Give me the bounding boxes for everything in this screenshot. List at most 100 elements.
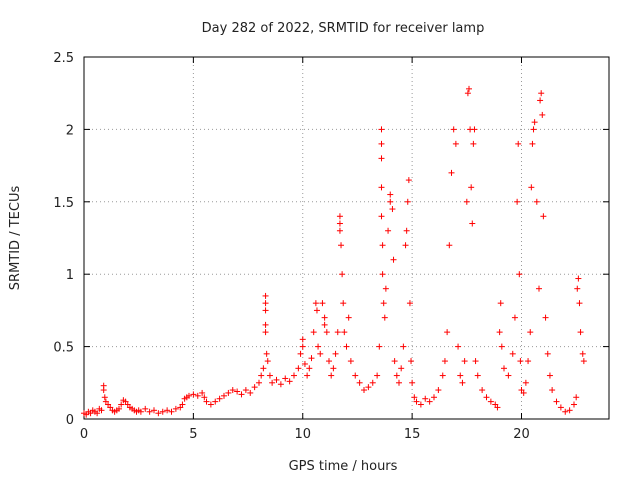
data-point <box>522 379 529 386</box>
data-point <box>369 379 376 386</box>
data-point <box>390 256 397 263</box>
data-point <box>221 392 227 399</box>
data-point <box>464 90 471 97</box>
data-point <box>474 372 481 379</box>
data-point <box>340 300 347 307</box>
data-point <box>457 372 464 379</box>
data-point <box>238 391 245 398</box>
data-point <box>408 358 415 365</box>
data-point <box>338 242 345 249</box>
data-point <box>266 372 273 379</box>
axis-ticks: 0 5 10 15 20 0 0.5 1 1.5 2 2.5 <box>53 51 609 442</box>
data-point <box>497 300 504 307</box>
data-point <box>379 271 386 278</box>
data-point <box>557 404 564 411</box>
data-point <box>396 379 402 386</box>
data-point <box>262 321 269 328</box>
data-point <box>179 401 186 408</box>
data-point <box>159 408 166 415</box>
data-point <box>277 381 284 388</box>
data-point <box>378 213 385 220</box>
data-point <box>576 300 583 307</box>
data-point <box>260 365 267 372</box>
data-point <box>242 387 249 394</box>
data-point <box>530 126 537 133</box>
data-point <box>336 227 343 234</box>
data-point <box>448 169 455 176</box>
data-point <box>431 394 437 401</box>
data-point <box>509 350 516 357</box>
data-point <box>264 358 271 365</box>
data-point <box>234 388 241 395</box>
data-point <box>387 198 394 205</box>
data-point <box>151 407 157 414</box>
data-point <box>326 358 332 365</box>
data-point <box>315 343 322 350</box>
data-point <box>511 314 518 321</box>
y-tick-label: 0.5 <box>53 341 74 356</box>
data-point <box>334 329 341 336</box>
data-point <box>562 408 569 415</box>
data-point <box>207 401 214 408</box>
y-axis-label: SRMTID / TECUs <box>8 186 23 291</box>
data-point <box>571 401 577 408</box>
data-point <box>273 376 280 383</box>
data-point <box>403 227 410 234</box>
x-tick-label: 10 <box>294 427 311 442</box>
data-point <box>422 395 429 402</box>
data-point <box>137 408 144 415</box>
x-axis-label: GPS time / hours <box>289 459 398 474</box>
data-point <box>379 242 386 249</box>
data-point <box>263 350 270 357</box>
data-point <box>494 404 501 411</box>
data-point <box>452 140 459 147</box>
data-point <box>514 198 521 205</box>
data-point <box>378 184 385 191</box>
data-point <box>262 329 269 336</box>
data-point <box>549 387 556 394</box>
data-point <box>323 329 330 336</box>
data-point <box>301 360 308 367</box>
data-point <box>516 271 523 278</box>
data-point <box>194 392 201 399</box>
data-point <box>533 198 540 205</box>
y-tick-label: 0 <box>66 413 74 428</box>
data-point <box>471 126 478 133</box>
data-point <box>525 358 532 365</box>
x-tick-label: 15 <box>404 427 421 442</box>
data-point <box>444 329 451 336</box>
data-point <box>387 191 394 198</box>
data-point <box>517 358 524 365</box>
data-point <box>381 314 388 321</box>
data-point <box>553 398 560 405</box>
data-point <box>98 407 105 414</box>
data-point <box>544 350 551 357</box>
data-point <box>308 355 315 362</box>
data-point <box>190 391 197 398</box>
data-point <box>376 343 383 350</box>
data-point <box>515 140 522 147</box>
data-point <box>483 394 490 401</box>
data-point <box>411 394 418 401</box>
data-point <box>146 408 153 415</box>
y-tick-label: 2 <box>66 123 74 138</box>
data-point <box>310 329 317 336</box>
data-point <box>225 389 232 396</box>
data-point <box>472 358 479 365</box>
data-point <box>527 329 534 336</box>
data-point <box>282 375 289 382</box>
x-tick-label: 20 <box>513 427 530 442</box>
data-point <box>345 314 352 321</box>
data-point <box>566 407 573 414</box>
data-point <box>400 343 407 350</box>
data-point <box>321 321 328 328</box>
data-point <box>313 307 320 314</box>
data-point <box>380 300 387 307</box>
data-point <box>286 378 293 385</box>
data-point <box>450 126 457 133</box>
data-point <box>468 184 475 191</box>
x-tick-label: 5 <box>189 427 197 442</box>
data-point <box>385 227 392 234</box>
data-point <box>116 405 122 412</box>
